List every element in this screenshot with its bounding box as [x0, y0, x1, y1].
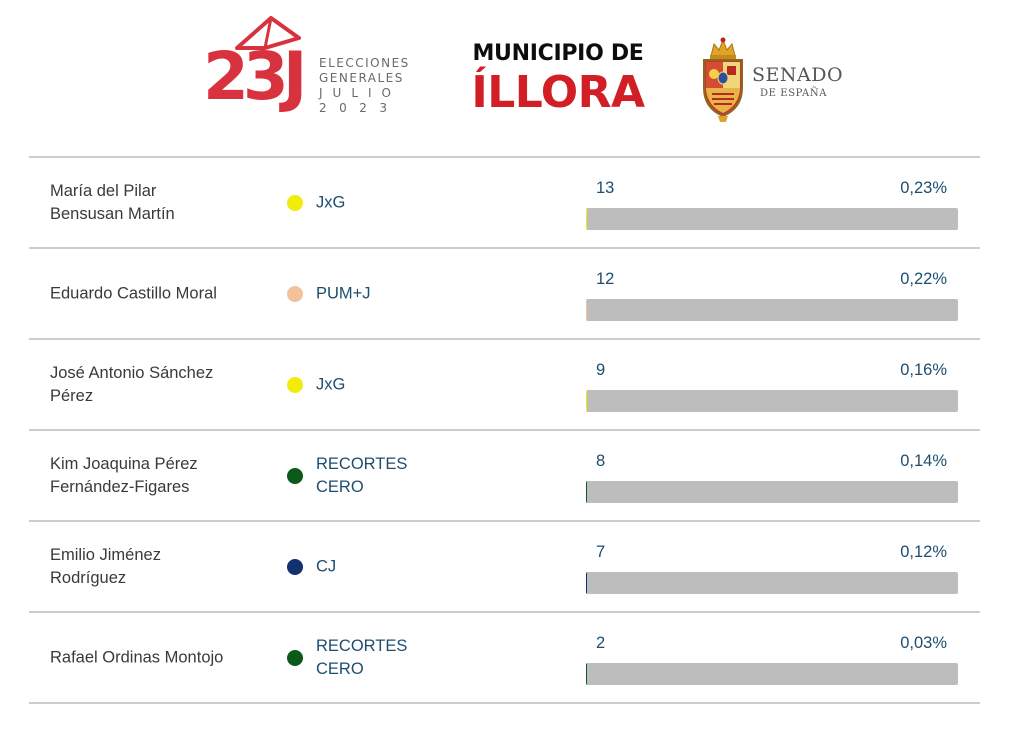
vote-percentage: 0,16%	[900, 361, 947, 379]
vote-percentage: 0,03%	[900, 634, 947, 652]
party-name-line: CERO	[316, 477, 364, 496]
vote-percentage: 0,22%	[900, 270, 947, 288]
logo-line: 2023	[319, 101, 400, 115]
result-row: Emilio Jiménez Rodríguez CJ 7 0,12%	[29, 520, 980, 611]
vote-count: 2	[596, 634, 606, 652]
result-row: Eduardo Castillo Moral PUM+J 12 0,22%	[29, 247, 980, 338]
party-name: JxG	[316, 191, 436, 214]
candidate-name-line: Fernández-Figares	[50, 477, 190, 496]
senado-logo: SENADO DE ESPAÑA	[698, 36, 858, 126]
party-color-dot	[287, 194, 303, 211]
result-row: Rafael Ordinas Montojo RECORTES CERO 2 0…	[29, 611, 980, 704]
logo-line: JULIO	[319, 86, 401, 100]
candidate-name-line: Rafael Ordinas Montojo	[50, 648, 224, 666]
party-name: CJ	[316, 555, 436, 578]
municipality-name: ÍLLORA	[471, 67, 645, 118]
vote-percentage: 0,23%	[900, 179, 947, 197]
vote-count: 7	[596, 543, 606, 561]
candidate-name-line: María del Pilar	[50, 181, 157, 200]
vote-share-bar	[586, 663, 958, 685]
logo-line: ELECCIONES	[319, 56, 410, 70]
vote-share-bar-fill	[586, 481, 587, 503]
vote-count: 12	[596, 270, 615, 288]
candidate-name-line: Pérez	[50, 386, 94, 405]
senado-title: SENADO	[752, 64, 844, 86]
vote-percentage: 0,14%	[900, 452, 947, 470]
vote-share-bar	[586, 390, 958, 412]
logo-line: GENERALES	[319, 71, 404, 85]
vote-share-bar	[586, 208, 958, 230]
candidate-name-line: Emilio Jiménez	[50, 545, 161, 564]
result-row: Kim Joaquina Pérez Fernández-Figares REC…	[29, 429, 980, 520]
candidate-name: María del Pilar Bensusan Martín	[50, 180, 260, 226]
vote-share-bar-fill	[586, 390, 587, 412]
party-name: JxG	[316, 373, 436, 396]
party-name: RECORTES CERO	[316, 453, 436, 499]
vote-share-bar-fill	[586, 299, 587, 321]
vote-percentage: 0,12%	[900, 543, 947, 561]
candidate-name-line: Rodríguez	[50, 568, 127, 587]
party-name: RECORTES CERO	[316, 635, 436, 681]
results-table: María del Pilar Bensusan Martín JxG 13 0…	[29, 156, 980, 704]
party-name-line: PUM+J	[316, 284, 371, 302]
municipality-title: MUNICIPIO DE ÍLLORA	[458, 40, 658, 118]
vote-share-bar	[586, 572, 958, 594]
candidate-name-line: José Antonio Sánchez	[50, 363, 214, 382]
party-name: PUM+J	[316, 282, 436, 305]
party-name-line: JxG	[316, 193, 346, 211]
vote-share-bar	[586, 481, 958, 503]
party-color-dot	[287, 558, 303, 575]
candidate-name: José Antonio Sánchez Pérez	[50, 362, 260, 408]
candidate-name-line: Kim Joaquina Pérez	[50, 454, 198, 473]
vote-count: 13	[596, 179, 615, 197]
candidate-name: Emilio Jiménez Rodríguez	[50, 544, 260, 590]
party-name-line: RECORTES	[316, 454, 408, 473]
logo-number: 23J	[203, 38, 307, 115]
senado-subtitle: DE ESPAÑA	[760, 88, 828, 99]
elecciones-23j-logo: 23J ELECCIONES GENERALES JULIO 2023	[203, 16, 423, 120]
party-name-line: CJ	[316, 557, 337, 575]
party-name-line: RECORTES	[316, 636, 408, 655]
vote-share-bar	[586, 299, 958, 321]
result-row: María del Pilar Bensusan Martín JxG 13 0…	[29, 156, 980, 247]
vote-count: 9	[596, 361, 606, 379]
header: 23J ELECCIONES GENERALES JULIO 2023 MUNI…	[0, 0, 1024, 150]
party-name-line: CERO	[316, 659, 364, 678]
candidate-name-line: Eduardo Castillo Moral	[50, 284, 217, 302]
candidate-name: Kim Joaquina Pérez Fernández-Figares	[50, 453, 260, 499]
party-name-line: JxG	[316, 375, 346, 393]
party-color-dot	[287, 376, 303, 393]
party-color-dot	[287, 285, 303, 302]
candidate-name: Eduardo Castillo Moral	[50, 282, 260, 305]
ballot-envelope-icon	[235, 16, 301, 50]
result-row: José Antonio Sánchez Pérez JxG 9 0,16%	[29, 338, 980, 429]
candidate-name: Rafael Ordinas Montojo	[50, 646, 260, 669]
senado-crest-icon	[703, 37, 743, 122]
vote-share-bar-fill	[586, 208, 587, 230]
vote-count: 8	[596, 452, 606, 470]
candidate-name-line: Bensusan Martín	[50, 204, 175, 223]
party-color-dot	[287, 649, 303, 666]
municipality-prefix: MUNICIPIO DE	[472, 41, 644, 66]
party-color-dot	[287, 467, 303, 484]
